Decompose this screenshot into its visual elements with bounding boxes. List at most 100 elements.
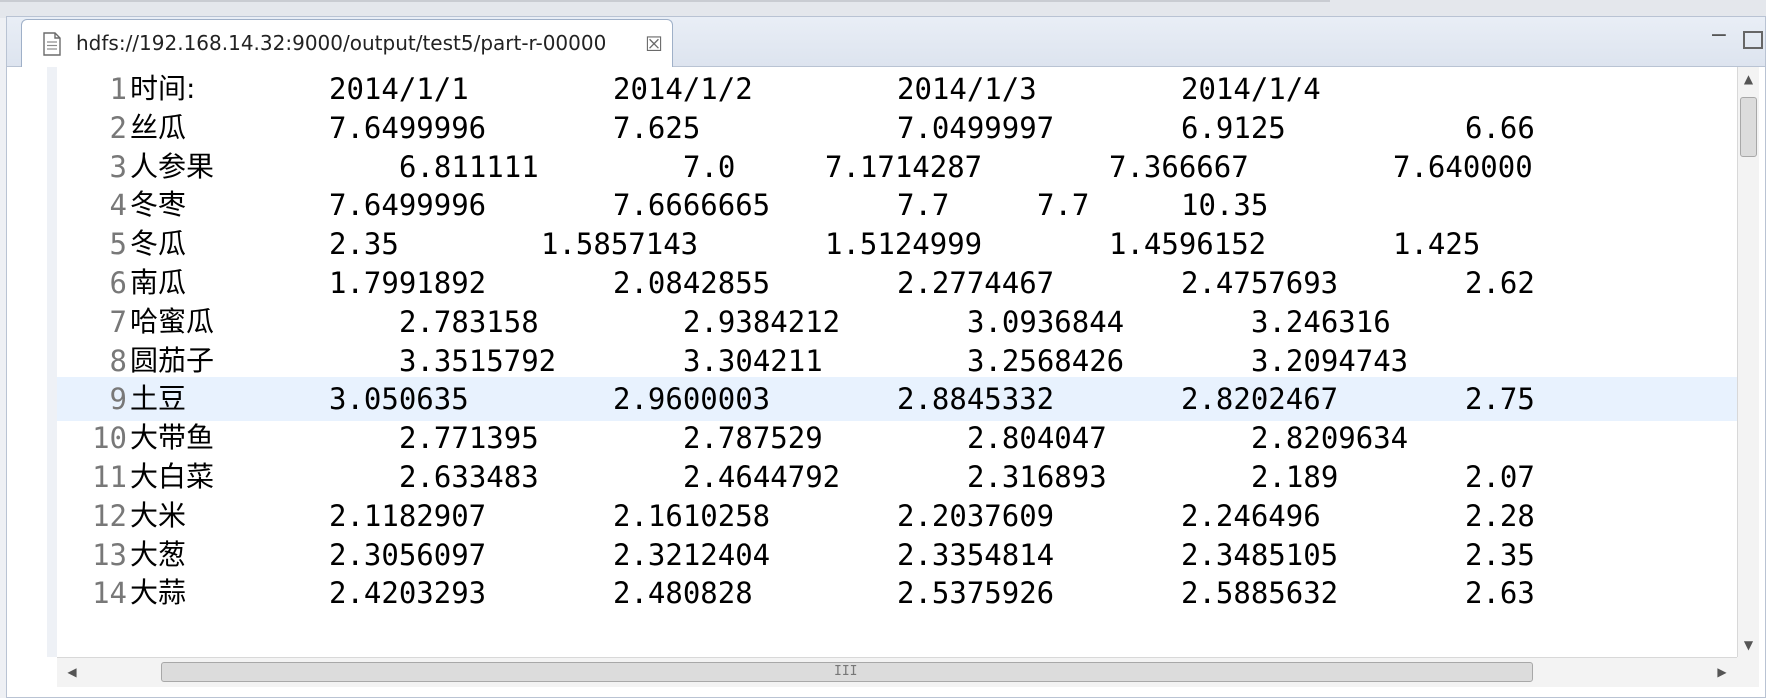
row-label: 大蒜 — [130, 576, 187, 610]
editor-line[interactable]: 2 丝瓜 7.6499996 7.625 7.0499997 6.9125 6.66 — [57, 106, 1737, 150]
value-cell: 2.3354814 — [897, 537, 1055, 572]
maximize-icon[interactable] — [1743, 31, 1763, 49]
value-cell: 2.316893 — [967, 460, 1107, 494]
value-cell: 2.246496 — [1181, 498, 1321, 533]
left-ruler — [7, 67, 57, 657]
line-number: 10 — [92, 421, 127, 456]
editor-line[interactable]: 3 人参果 6.811111 7.0 7.1714287 7.366667 7.640000 — [57, 145, 1737, 189]
row-label: 冬枣 — [130, 188, 187, 222]
horizontal-scrollbar[interactable]: ◀ III ▶ — [57, 657, 1737, 687]
line-number: 5 — [109, 227, 127, 262]
row-label: 南瓜 — [130, 266, 187, 299]
value-cell: 2.5885632 — [1181, 576, 1339, 611]
value-cell: 2.75 — [1465, 382, 1535, 417]
value-cell: 3.0936844 — [967, 304, 1125, 339]
value-cell: 1.425 — [1393, 227, 1481, 262]
value-cell: 2014/1/4 — [1181, 72, 1321, 106]
value-cell: 6.811111 — [399, 149, 539, 184]
scroll-down-icon[interactable]: ▼ — [1743, 638, 1754, 652]
row-label: 大白菜 — [130, 460, 215, 493]
editor-line[interactable]: 14 大蒜 2.4203293 2.480828 2.5375926 2.5885632 2… — [57, 571, 1737, 615]
minimize-icon[interactable]: − — [1709, 23, 1729, 48]
value-cell: 3.2568426 — [967, 343, 1125, 378]
text-area[interactable]: 1 时间: 2014/1/1 2014/1/2 2014/1/3 2014/1/4 2 丝瓜 7… — [57, 67, 1737, 657]
editor-line[interactable]: 5 冬瓜 2.35 1.5857143 1.5124999 1.4596152 1.425 — [57, 222, 1737, 266]
horizontal-scroll-thumb[interactable]: III — [161, 662, 1533, 682]
value-cell: 2.8209634 — [1251, 421, 1409, 456]
scroll-right-icon[interactable]: ▶ — [1717, 665, 1727, 679]
value-cell: 3.3515792 — [399, 343, 557, 378]
value-cell: 7.6666665 — [613, 188, 771, 223]
row-label: 大带鱼 — [130, 421, 215, 455]
row-label: 时间: — [130, 72, 196, 105]
value-cell: 6.9125 — [1181, 110, 1286, 145]
editor-line[interactable]: 11 大白菜 2.633483 2.4644792 2.316893 2.189 2.07 — [57, 455, 1737, 499]
value-cell: 2.1610258 — [613, 498, 771, 533]
value-cell: 2.3212404 — [613, 537, 771, 572]
row-label: 土豆 — [130, 382, 187, 416]
editor-line[interactable]: 1 时间: 2014/1/1 2014/1/2 2014/1/3 2014/1/4 — [57, 67, 1737, 111]
value-cell: 2.2037609 — [897, 498, 1055, 533]
value-cell: 2014/1/1 — [329, 72, 469, 106]
value-cell: 2.8202467 — [1181, 382, 1339, 417]
value-cell: 2.804047 — [967, 421, 1107, 456]
value-cell: 2.07 — [1465, 460, 1535, 494]
editor-line[interactable]: 13 大葱 2.3056097 2.3212404 2.3354814 2.3485105… — [57, 533, 1737, 577]
value-cell: 2.9600003 — [613, 382, 771, 417]
row-label: 哈蜜瓜 — [130, 304, 215, 338]
value-cell: 7.7 — [1037, 188, 1090, 223]
value-cell: 2.3056097 — [329, 537, 487, 572]
editor-line[interactable]: 9 土豆 3.050635 2.9600003 2.8845332 2.8202467 2.… — [57, 377, 1737, 422]
value-cell: 7.366667 — [1109, 149, 1249, 184]
scroll-grip-icon: III — [834, 664, 858, 679]
editor-line[interactable]: 4 冬枣 7.6499996 7.6666665 7.7 7.7 10.35 — [57, 183, 1737, 227]
editor-line[interactable]: 6 南瓜 1.7991892 2.0842855 2.2774467 2.4757693 2… — [57, 261, 1737, 305]
editor-window: hdfs://192.168.14.32:9000/output/test5/p… — [6, 16, 1766, 698]
line-number: 1 — [109, 72, 127, 106]
text-editor[interactable]: 1 时间: 2014/1/1 2014/1/2 2014/1/3 2014/1/4 2 丝瓜 7… — [7, 67, 1759, 697]
value-cell: 2.3485105 — [1181, 537, 1339, 572]
line-number: 8 — [109, 343, 127, 378]
value-cell: 3.2094743 — [1251, 343, 1409, 378]
value-cell: 6.66 — [1465, 110, 1535, 145]
value-cell: 1.4596152 — [1109, 227, 1267, 262]
line-number: 6 — [109, 266, 127, 300]
value-cell: 1.5857143 — [541, 227, 699, 262]
editor-line[interactable]: 12 大米 2.1182907 2.1610258 2.2037609 2.246496 2… — [57, 494, 1737, 538]
value-cell: 2014/1/3 — [897, 72, 1037, 106]
row-label: 大米 — [130, 498, 187, 532]
editor-tab[interactable]: hdfs://192.168.14.32:9000/output/test5/p… — [21, 19, 673, 67]
value-cell: 2.787529 — [683, 421, 823, 456]
value-cell: 2.63 — [1465, 576, 1535, 611]
value-cell: 3.246316 — [1251, 304, 1391, 339]
editor-line[interactable]: 7 哈蜜瓜 2.783158 2.9384212 3.0936844 3.246316 — [57, 300, 1737, 344]
scroll-left-icon[interactable]: ◀ — [67, 665, 77, 679]
value-cell: 2.1182907 — [329, 498, 487, 533]
value-cell: 3.304211 — [683, 343, 823, 378]
top-strip — [0, 0, 1766, 18]
value-cell: 2.771395 — [399, 421, 539, 456]
line-number: 4 — [109, 188, 127, 223]
vertical-scrollbar[interactable]: ▲ ▼ — [1737, 67, 1759, 657]
line-number: 2 — [109, 110, 127, 145]
tab-title: hdfs://192.168.14.32:9000/output/test5/p… — [76, 31, 607, 55]
value-cell: 2.4757693 — [1181, 266, 1339, 300]
close-icon[interactable]: ☒ — [645, 32, 663, 56]
row-label: 人参果 — [130, 149, 215, 183]
scroll-up-icon[interactable]: ▲ — [1743, 72, 1754, 86]
row-label: 冬瓜 — [130, 227, 187, 261]
editor-line[interactable]: 10 大带鱼 2.771395 2.787529 2.804047 2.8209634 — [57, 416, 1737, 460]
value-cell: 7.6499996 — [329, 110, 487, 145]
value-cell: 2.0842855 — [613, 266, 771, 300]
value-cell: 2.28 — [1465, 498, 1535, 533]
line-number: 12 — [92, 498, 127, 533]
line-number: 3 — [109, 149, 127, 184]
row-label: 丝瓜 — [130, 110, 187, 144]
row-label: 大葱 — [130, 537, 187, 571]
value-cell: 2.480828 — [613, 576, 753, 611]
editor-line[interactable]: 8 圆茄子 3.3515792 3.304211 3.2568426 3.2094743 — [57, 339, 1737, 383]
vertical-scroll-thumb[interactable] — [1740, 97, 1757, 157]
value-cell: 2.4644792 — [683, 460, 841, 494]
value-cell: 2.783158 — [399, 304, 539, 339]
value-cell: 7.640000 — [1393, 149, 1533, 184]
